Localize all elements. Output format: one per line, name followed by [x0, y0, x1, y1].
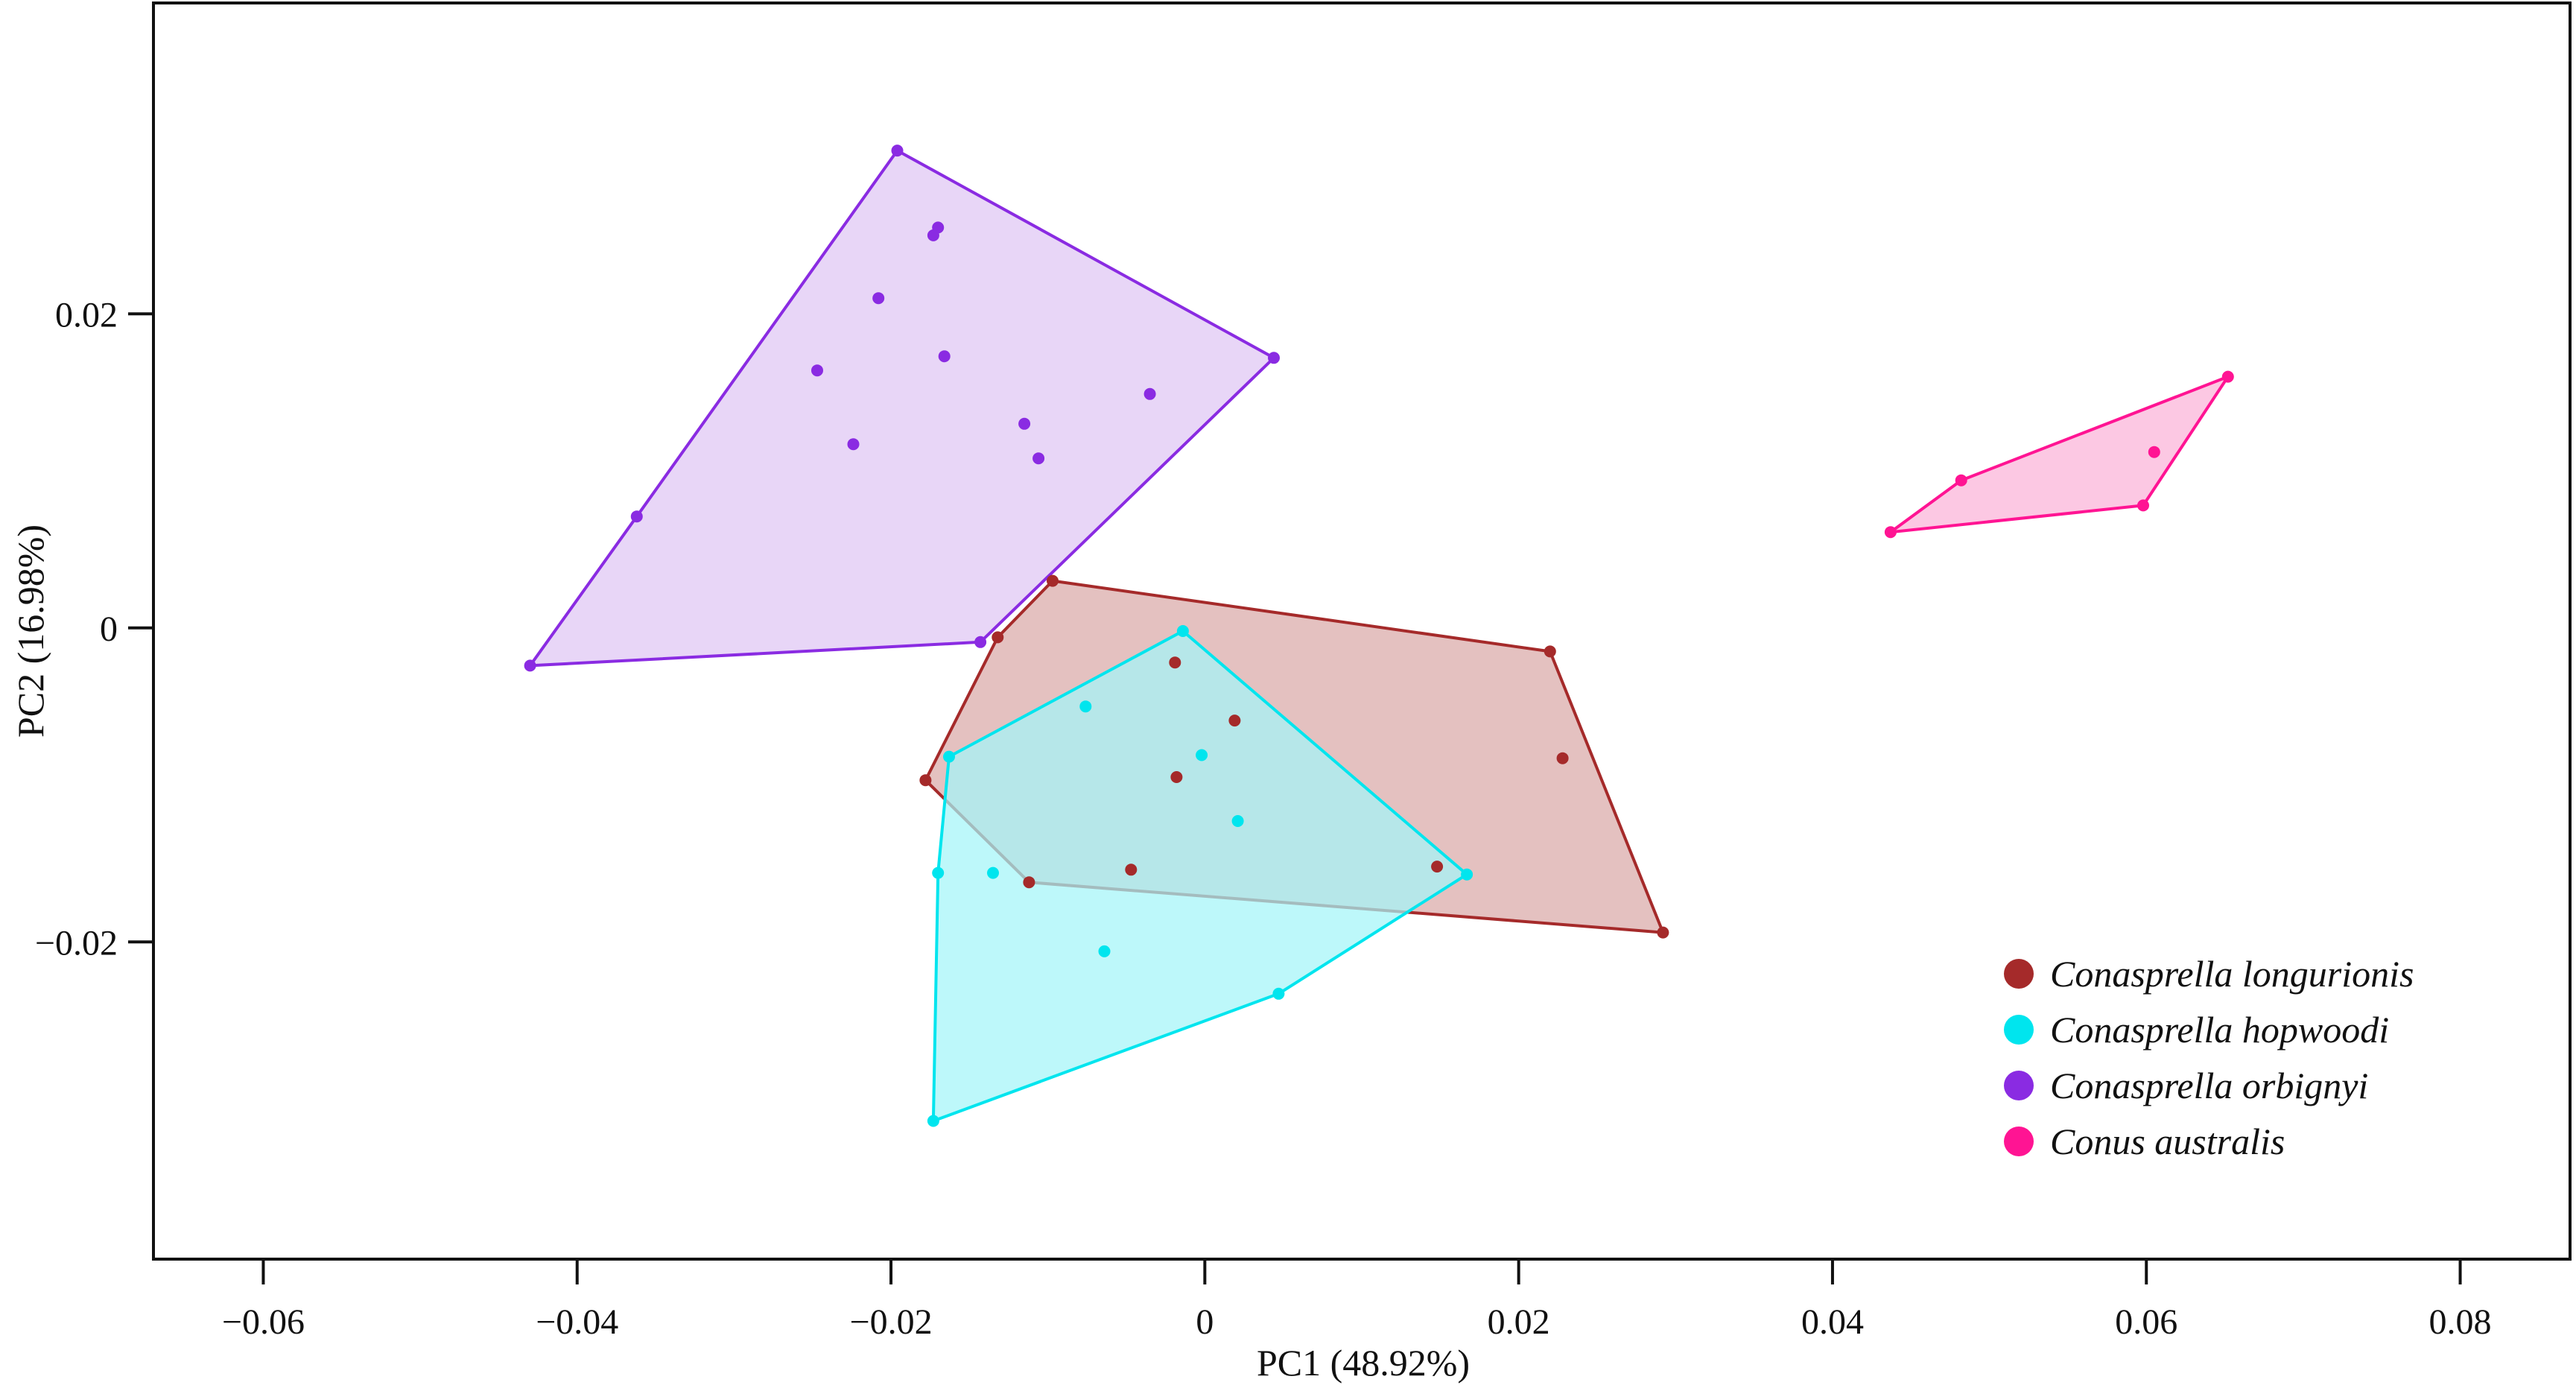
- point-layer: [524, 145, 2234, 1127]
- point-conasprella-hopwoodi-8: [1231, 815, 1244, 827]
- point-conasprella-longurionis-9: [1556, 752, 1569, 764]
- y-tick-label: 0.02: [55, 295, 118, 335]
- point-conasprella-hopwoodi-3: [927, 1115, 939, 1127]
- legend-marker-conasprella-orbignyi: [2004, 1071, 2034, 1100]
- point-conus-australis-4: [2148, 446, 2160, 458]
- point-conasprella-hopwoodi-0: [1176, 625, 1189, 637]
- legend-label-conasprella-hopwoodi: Conasprella hopwoodi: [2050, 1009, 2389, 1051]
- y-tick-label: −0.02: [35, 923, 118, 963]
- point-conasprella-orbignyi-1: [1268, 352, 1280, 364]
- point-conasprella-longurionis-7: [1228, 714, 1241, 727]
- point-conasprella-orbignyi-0: [891, 145, 904, 157]
- point-conasprella-hopwoodi-4: [932, 866, 945, 879]
- point-conasprella-orbignyi-13: [1032, 452, 1045, 465]
- x-axis: −0.06 −0.04 −0.02 0 0.02 0.04 0.06 0.08: [222, 1259, 2492, 1342]
- x-tick-label: −0.06: [222, 1302, 305, 1342]
- point-conus-australis-0: [2221, 370, 2234, 383]
- point-conasprella-orbignyi-2: [974, 636, 987, 648]
- y-axis-title: PC2 (16.98%): [10, 525, 51, 738]
- x-tick-label: 0.08: [2429, 1302, 2492, 1342]
- hull-conasprella-orbignyi: [528, 149, 1275, 668]
- plot-frame: [152, 1, 2572, 1261]
- x-axis-title: PC1 (48.92%): [1257, 1342, 1470, 1384]
- x-tick-label: −0.02: [850, 1302, 933, 1342]
- hull-layer: [528, 149, 2230, 1123]
- point-conasprella-orbignyi-9: [811, 364, 823, 377]
- x-tick-label: 0.04: [1801, 1302, 1864, 1342]
- legend-label-conus-australis: Conus australis: [2050, 1121, 2285, 1162]
- point-conasprella-longurionis-4: [1023, 876, 1035, 889]
- legend: Conasprella longurionis Conasprella hopwo…: [2004, 953, 2414, 1162]
- point-conasprella-hopwoodi-6: [1079, 700, 1092, 713]
- point-conus-australis-3: [1955, 474, 1967, 487]
- point-conasprella-orbignyi-10: [1143, 387, 1156, 400]
- point-conasprella-orbignyi-3: [524, 659, 536, 672]
- point-conus-australis-2: [1884, 526, 1897, 539]
- point-conasprella-longurionis-3: [1657, 926, 1669, 939]
- point-conasprella-hopwoodi-5: [943, 750, 955, 763]
- x-tick-label: 0.06: [2115, 1302, 2177, 1342]
- x-tick-label: 0.02: [1488, 1302, 1550, 1342]
- point-conasprella-longurionis-8: [1170, 771, 1183, 783]
- point-conasprella-longurionis-11: [1431, 861, 1444, 873]
- point-conasprella-longurionis-0: [992, 631, 1004, 644]
- legend-label-conasprella-longurionis: Conasprella longurionis: [2050, 953, 2414, 995]
- point-conasprella-orbignyi-7: [872, 292, 885, 305]
- point-conasprella-orbignyi-11: [1018, 417, 1031, 430]
- point-conasprella-hopwoodi-1: [1461, 868, 1473, 881]
- point-conasprella-orbignyi-6: [927, 229, 939, 241]
- x-tick-label: −0.04: [536, 1302, 618, 1342]
- point-conasprella-longurionis-6: [1169, 656, 1181, 669]
- y-tick-label: 0: [100, 609, 118, 649]
- point-conasprella-orbignyi-8: [938, 350, 951, 363]
- x-tick-label: 0: [1196, 1302, 1214, 1342]
- y-axis: −0.02 0 0.02: [35, 295, 153, 963]
- point-conasprella-hopwoodi-9: [987, 866, 999, 879]
- point-conasprella-hopwoodi-7: [1196, 749, 1208, 761]
- point-conasprella-longurionis-2: [1544, 645, 1556, 658]
- point-conasprella-longurionis-10: [1125, 864, 1138, 876]
- legend-marker-conasprella-hopwoodi: [2004, 1015, 2034, 1045]
- legend-label-conasprella-orbignyi: Conasprella orbignyi: [2050, 1065, 2368, 1106]
- point-conasprella-longurionis-1: [1047, 574, 1059, 587]
- legend-marker-conus-australis: [2004, 1127, 2034, 1156]
- point-conasprella-orbignyi-4: [630, 510, 643, 523]
- point-conasprella-orbignyi-12: [847, 438, 860, 451]
- legend-marker-conasprella-longurionis: [2004, 959, 2034, 989]
- point-conasprella-longurionis-5: [919, 774, 932, 787]
- point-conasprella-hopwoodi-10: [1098, 945, 1111, 957]
- hull-conus-australis: [1888, 375, 2230, 534]
- point-conus-australis-1: [2137, 499, 2149, 512]
- point-conasprella-hopwoodi-2: [1272, 987, 1285, 1000]
